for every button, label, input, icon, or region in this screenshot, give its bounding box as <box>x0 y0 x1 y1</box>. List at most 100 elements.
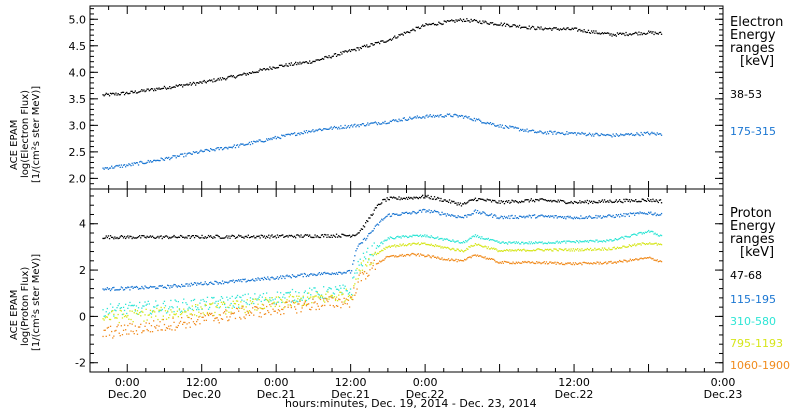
proton-point-795-1193 <box>476 244 479 246</box>
proton-point-795-1193 <box>204 303 206 306</box>
electron-point-38-53 <box>561 28 564 30</box>
proton-point-310-580 <box>207 308 210 310</box>
proton-point-310-580 <box>273 303 275 305</box>
proton-point-795-1193 <box>429 244 431 246</box>
electron-point-38-53 <box>638 31 640 33</box>
proton-point-1060-1900 <box>434 256 437 258</box>
proton-point-795-1193 <box>174 314 176 316</box>
electron-point-38-53 <box>517 26 520 28</box>
proton-point-310-580 <box>288 292 290 294</box>
electron-point-175-315 <box>401 120 403 122</box>
electron-point-175-315 <box>149 160 152 162</box>
proton-point-795-1193 <box>657 243 659 245</box>
proton-point-47-68 <box>326 236 328 238</box>
proton-point-1060-1900 <box>146 328 148 331</box>
electron-point-175-315 <box>627 133 629 135</box>
electron-point-38-53 <box>617 33 620 35</box>
electron-point-175-315 <box>310 131 312 133</box>
electron-point-175-315 <box>121 166 124 168</box>
proton-point-795-1193 <box>273 301 275 303</box>
electron-point-175-315 <box>400 119 402 121</box>
electron-point-38-53 <box>559 28 562 30</box>
electron-point-175-315 <box>290 132 292 135</box>
proton-point-1060-1900 <box>324 304 326 307</box>
proton-point-795-1193 <box>581 248 583 250</box>
proton-point-1060-1900 <box>610 260 612 263</box>
proton-point-795-1193 <box>535 249 537 252</box>
electron-point-175-315 <box>453 114 455 116</box>
proton-point-310-580 <box>272 299 274 301</box>
proton-point-47-68 <box>482 198 484 201</box>
proton-point-1060-1900 <box>587 262 590 264</box>
proton-point-795-1193 <box>400 245 402 247</box>
electron-point-175-315 <box>460 114 463 117</box>
electron-ylabel-line-1: ACE EPAM <box>9 119 20 170</box>
electron-point-175-315 <box>271 138 273 141</box>
proton-point-310-580 <box>537 242 539 244</box>
proton-point-47-68 <box>457 202 459 204</box>
proton-point-795-1193 <box>276 301 279 303</box>
proton-point-115-195 <box>436 211 438 213</box>
proton-point-310-580 <box>647 230 649 233</box>
proton-point-310-580 <box>173 311 175 313</box>
proton-point-47-68 <box>319 236 322 239</box>
proton-point-1060-1900 <box>405 254 408 256</box>
electron-point-175-315 <box>338 126 340 128</box>
proton-point-115-195 <box>197 282 199 284</box>
proton-point-795-1193 <box>492 248 494 250</box>
proton-point-115-195 <box>614 216 616 218</box>
proton-point-115-195 <box>462 217 465 219</box>
proton-point-115-195 <box>515 217 517 219</box>
electron-point-175-315 <box>549 130 551 132</box>
electron-point-38-53 <box>277 66 280 69</box>
proton-point-795-1193 <box>132 321 134 323</box>
proton-point-1060-1900 <box>621 260 623 263</box>
proton-point-795-1193 <box>415 243 417 245</box>
electron-point-38-53 <box>348 49 351 51</box>
electron-point-175-315 <box>425 115 427 117</box>
electron-point-175-315 <box>253 140 255 142</box>
electron-point-38-53 <box>375 42 378 44</box>
proton-point-795-1193 <box>551 250 553 252</box>
proton-point-310-580 <box>649 231 651 233</box>
proton-point-1060-1900 <box>240 318 242 320</box>
proton-point-795-1193 <box>175 313 177 315</box>
electron-point-175-315 <box>280 137 282 140</box>
proton-point-795-1193 <box>582 250 584 252</box>
proton-point-795-1193 <box>599 249 601 251</box>
proton-point-795-1193 <box>383 247 385 250</box>
electron-point-38-53 <box>525 26 527 28</box>
proton-point-47-68 <box>493 200 495 202</box>
proton-point-310-580 <box>620 237 622 239</box>
proton-point-1060-1900 <box>503 260 506 263</box>
electron-point-38-53 <box>123 94 126 96</box>
proton-point-115-195 <box>126 287 128 289</box>
proton-point-115-195 <box>579 218 581 220</box>
proton-point-1060-1900 <box>346 303 348 305</box>
x-tick-label-time: 0:00 <box>264 376 289 389</box>
electron-point-175-315 <box>362 123 365 125</box>
proton-point-1060-1900 <box>418 255 421 257</box>
proton-point-310-580 <box>452 239 454 241</box>
proton-point-47-68 <box>112 236 114 239</box>
proton-point-795-1193 <box>439 245 441 247</box>
proton-point-1060-1900 <box>374 268 376 270</box>
electron-point-38-53 <box>153 90 155 92</box>
proton-point-1060-1900 <box>168 325 170 327</box>
proton-point-310-580 <box>515 241 517 243</box>
electron-point-175-315 <box>650 132 652 135</box>
electron-point-38-53 <box>443 20 445 22</box>
proton-point-795-1193 <box>653 243 655 245</box>
proton-point-47-68 <box>579 200 581 202</box>
proton-point-310-580 <box>238 306 240 308</box>
proton-point-1060-1900 <box>450 259 452 261</box>
proton-point-115-195 <box>588 215 591 217</box>
electron-point-38-53 <box>320 58 323 60</box>
proton-point-115-195 <box>457 215 459 217</box>
proton-point-1060-1900 <box>136 333 139 335</box>
proton-point-115-195 <box>574 217 577 220</box>
proton-point-1060-1900 <box>248 314 251 316</box>
proton-point-310-580 <box>542 243 544 245</box>
proton-point-310-580 <box>644 231 647 233</box>
electron-point-175-315 <box>501 124 503 126</box>
